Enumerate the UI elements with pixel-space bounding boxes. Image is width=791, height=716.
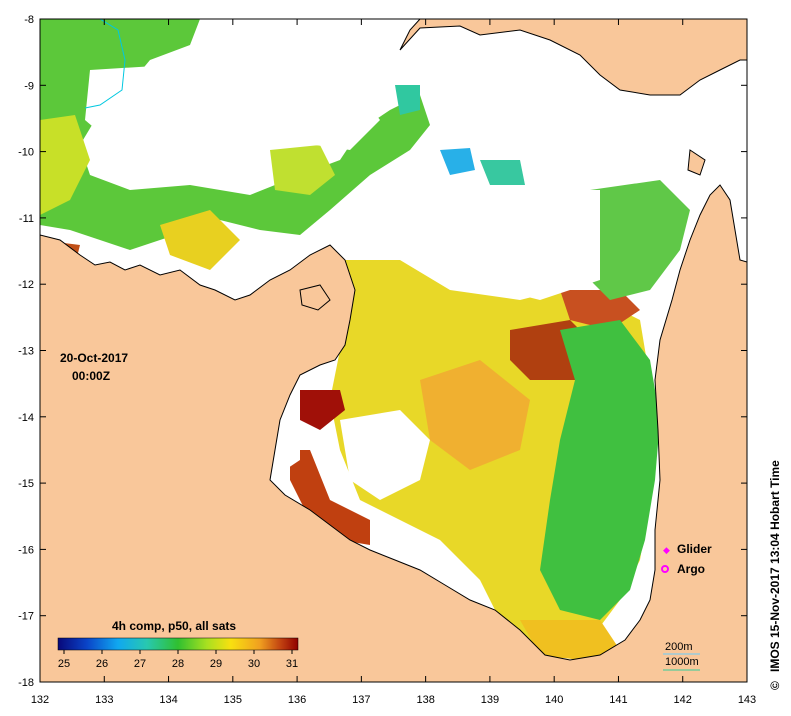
colorbar-tick-label: 29: [210, 658, 222, 670]
lat-tick-label: -11: [19, 213, 34, 225]
lat-tick-label: -18: [18, 677, 34, 689]
lat-tick-label: -10: [18, 147, 34, 159]
colorbar-tick-label: 26: [96, 658, 108, 670]
copyright-symbol: ©: [768, 681, 782, 690]
isobath-1000m-label: 1000m: [665, 656, 699, 668]
argo-marker-icon: [661, 565, 669, 573]
isobath-200m-line: [84, 19, 126, 109]
credit-text: IMOS 15-Nov-2017 13:04 Hobart Time: [768, 460, 782, 672]
lat-tick-label: -15: [18, 478, 34, 490]
lat-tick-label: -16: [18, 544, 34, 556]
time-label: 00:00Z: [72, 369, 110, 383]
lon-tick-label: 135: [224, 694, 242, 706]
colorbar-title: 4h comp, p50, all sats: [112, 619, 236, 633]
date-label: 20-Oct-2017: [60, 351, 128, 365]
lon-tick-label: 141: [609, 694, 627, 706]
lon-tick-label: 142: [674, 694, 692, 706]
lat-tick-label: -12: [18, 279, 34, 291]
colorbar-ticks: 25 26 27 28 29 30 31: [58, 650, 298, 670]
glider-marker-icon: ◆: [663, 545, 670, 555]
lat-tick-label: -14: [18, 412, 34, 424]
colorbar-tick-label: 28: [172, 658, 184, 670]
glider-label: Glider: [677, 542, 712, 556]
lon-tick-label: 140: [545, 694, 563, 706]
lon-tick-label: 137: [352, 694, 370, 706]
lat-tick-label: -13: [18, 346, 34, 358]
lon-tick-label: 136: [288, 694, 306, 706]
argo-label: Argo: [677, 562, 705, 576]
colorbar-tick-label: 27: [134, 658, 146, 670]
lon-tick-label: 143: [738, 694, 756, 706]
lon-tick-label: 134: [159, 694, 177, 706]
colorbar: [57, 637, 299, 651]
land: [40, 19, 747, 682]
lon-tick-label: 132: [31, 694, 49, 706]
colorbar-tick-label: 25: [58, 658, 70, 670]
lat-tick-label: -9: [24, 80, 34, 92]
isobath-200m-label: 200m: [665, 641, 693, 653]
lon-tick-label: 138: [416, 694, 434, 706]
lat-tick-label: -17: [18, 611, 34, 623]
colorbar-tick-label: 30: [248, 658, 260, 670]
lon-tick-label: 139: [481, 694, 499, 706]
colorbar-tick-label: 31: [286, 658, 298, 670]
latitude-axis: -8 -9 -10 -11 -12 -13 -14 -15 -16 -17 -18: [18, 14, 747, 689]
lon-tick-label: 133: [95, 694, 113, 706]
longitude-axis: 132 133 134 135 136 137 138 139 140 141 142 143: [31, 19, 756, 706]
lat-tick-label: -8: [24, 14, 34, 26]
